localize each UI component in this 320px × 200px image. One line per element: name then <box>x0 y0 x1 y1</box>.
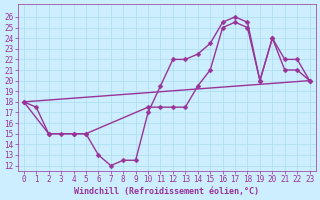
X-axis label: Windchill (Refroidissement éolien,°C): Windchill (Refroidissement éolien,°C) <box>74 187 259 196</box>
